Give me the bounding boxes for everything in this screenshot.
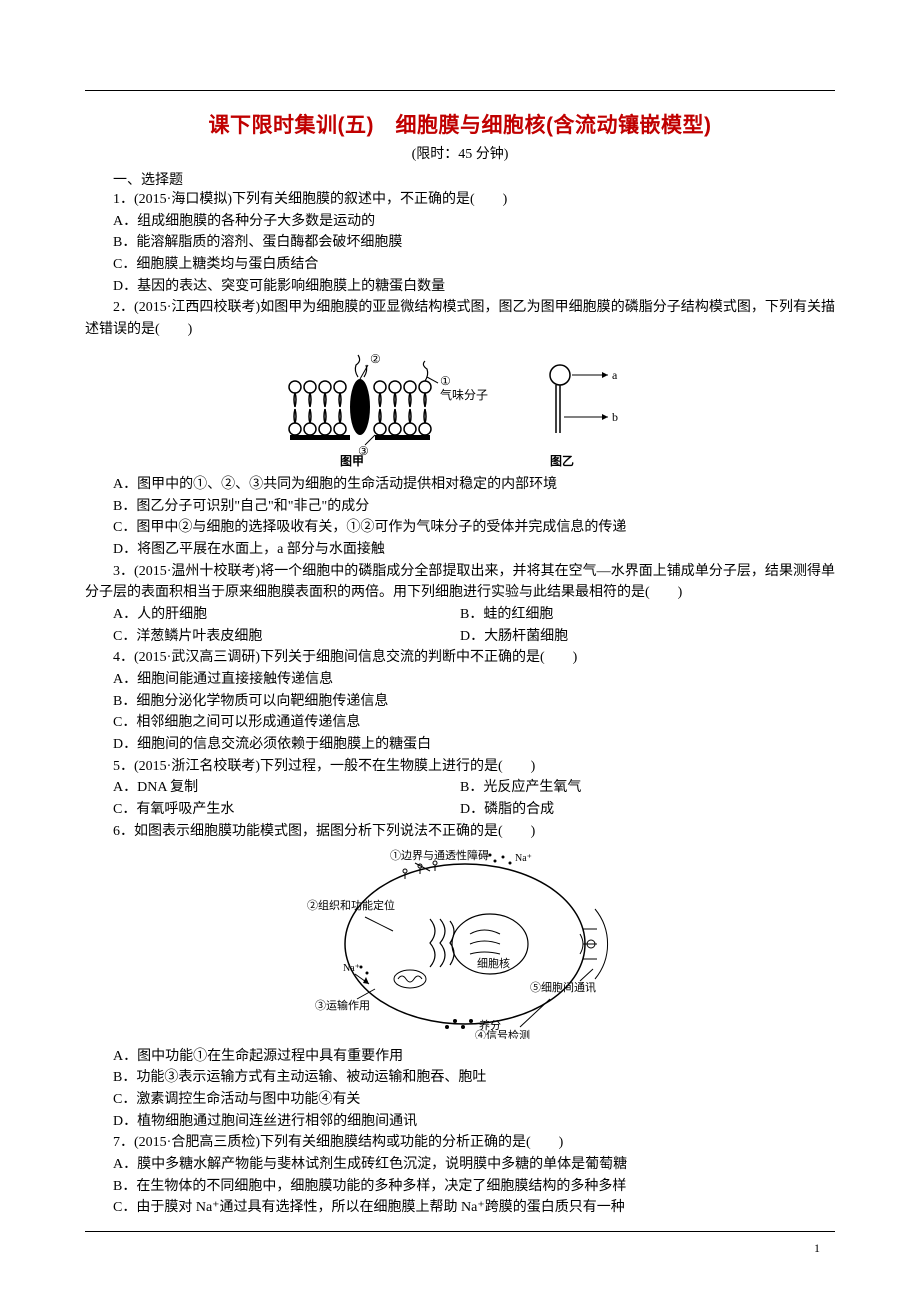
- q3-opt-d: D．大肠杆菌细胞: [460, 626, 835, 648]
- q2-opt-c: C．图甲中②与细胞的选择吸收有关，①②可作为气味分子的受体并完成信息的传递: [85, 517, 835, 539]
- q1-stem: 1．(2015·海口模拟)下列有关细胞膜的叙述中，不正确的是( ): [85, 189, 835, 211]
- fig1-label-b: b: [612, 410, 618, 424]
- q6-opt-b: B．功能③表示运输方式有主动运输、被动运输和胞吞、胞吐: [85, 1067, 835, 1089]
- q2-opt-a: A．图甲中的①、②、③共同为细胞的生命活动提供相对稳定的内部环境: [85, 474, 835, 496]
- fig2-na-left: Na⁺: [343, 963, 360, 974]
- q4-opt-b: B．细胞分泌化学物质可以向靶细胞传递信息: [85, 691, 835, 713]
- section-heading: 一、选择题: [85, 169, 835, 189]
- fig2-label-1: ①边界与通透性障碍: [390, 849, 489, 862]
- fig1-cap1: 图甲: [340, 454, 364, 467]
- q5-opt-a: A．DNA 复制: [85, 777, 460, 799]
- q3-opts-row2: C．洋葱鳞片叶表皮细胞 D．大肠杆菌细胞: [85, 626, 835, 648]
- fig2-label-5: ⑤细胞间通讯: [530, 981, 596, 994]
- q3-opt-c: C．洋葱鳞片叶表皮细胞: [85, 626, 460, 648]
- q7-opt-b: B．在生物体的不同细胞中，细胞膜功能的多种多样，决定了细胞膜结构的多种多样: [85, 1176, 835, 1198]
- q3-stem: 3．(2015·温州十校联考)将一个细胞中的磷脂成分全部提取出来，并将其在空气—…: [85, 561, 835, 604]
- q4-opt-c: C．相邻细胞之间可以形成通道传递信息: [85, 712, 835, 734]
- page-number: 1: [814, 1241, 820, 1256]
- time-limit: (限时：45 分钟): [85, 143, 835, 163]
- page-title: 课下限时集训(五) 细胞膜与细胞核(含流动镶嵌模型): [85, 109, 835, 139]
- fig2-label-3: ③运输作用: [315, 998, 370, 1012]
- q2-opt-d: D．将图乙平展在水面上，a 部分与水面接触: [85, 539, 835, 561]
- q5-opt-c: C．有氧呼吸产生水: [85, 799, 460, 821]
- bottom-rule: [85, 1231, 835, 1232]
- q6-stem: 6．如图表示细胞膜功能模式图，据图分析下列说法不正确的是( ): [85, 821, 835, 843]
- fig1-label-a: a: [612, 368, 618, 382]
- fig2-label-4: ④信号检测: [475, 1028, 530, 1039]
- q2-stem: 2．(2015·江西四校联考)如图甲为细胞膜的亚显微结构模式图，图乙为图甲细胞膜…: [85, 297, 835, 340]
- q1-opt-c: C．细胞膜上糖类均与蛋白质结合: [85, 254, 835, 276]
- fig1-label-1: ①: [440, 374, 451, 388]
- q6-opt-a: A．图中功能①在生命起源过程中具有重要作用: [85, 1046, 835, 1068]
- q1-opt-a: A．组成细胞膜的各种分子大多数是运动的: [85, 211, 835, 233]
- q5-opts-row1: A．DNA 复制 B．光反应产生氧气: [85, 777, 835, 799]
- q6-opt-d: D．植物细胞通过胞间连丝进行相邻的细胞间通讯: [85, 1111, 835, 1133]
- q3-opts-row1: A．人的肝细胞 B．蛙的红细胞: [85, 604, 835, 626]
- fig1-label-qiwei: 气味分子: [440, 387, 488, 402]
- top-rule: [85, 90, 835, 91]
- fig1-cap2: 图乙: [550, 454, 574, 467]
- q7-stem: 7．(2015·合肥高三质检)下列有关细胞膜结构或功能的分析正确的是( ): [85, 1132, 835, 1154]
- q1-opt-b: B．能溶解脂质的溶剂、蛋白酶都会破坏细胞膜: [85, 232, 835, 254]
- q5-opts-row2: C．有氧呼吸产生水 D．磷脂的合成: [85, 799, 835, 821]
- fig2-label-2: ②组织和功能定位: [307, 898, 395, 912]
- figure-1: ② ① 气味分子 ③ 图甲 a b 图乙: [85, 347, 835, 472]
- q2-opt-b: B．图乙分子可识别"自己"和"非己"的成分: [85, 496, 835, 518]
- page: 课下限时集训(五) 细胞膜与细胞核(含流动镶嵌模型) (限时：45 分钟) 一、…: [0, 0, 920, 1302]
- fig1-label-2: ②: [370, 352, 381, 366]
- q7-opt-c: C．由于膜对 Na⁺通过具有选择性，所以在细胞膜上帮助 Na⁺跨膜的蛋白质只有一…: [85, 1197, 835, 1219]
- q1-opt-d: D．基因的表达、突变可能影响细胞膜上的糖蛋白数量: [85, 276, 835, 298]
- q3-opt-a: A．人的肝细胞: [85, 604, 460, 626]
- q5-opt-d: D．磷脂的合成: [460, 799, 835, 821]
- fig2-na-top: Na⁺: [515, 853, 532, 864]
- q5-stem: 5．(2015·浙江名校联考)下列过程，一般不在生物膜上进行的是( ): [85, 756, 835, 778]
- q6-opt-c: C．激素调控生命活动与图中功能④有关: [85, 1089, 835, 1111]
- q5-opt-b: B．光反应产生氧气: [460, 777, 835, 799]
- q7-opt-a: A．膜中多糖水解产物能与斐林试剂生成砖红色沉淀，说明膜中多糖的单体是葡萄糖: [85, 1154, 835, 1176]
- q4-stem: 4．(2015·武汉高三调研)下列关于细胞间信息交流的判断中不正确的是( ): [85, 647, 835, 669]
- q3-opt-b: B．蛙的红细胞: [460, 604, 835, 626]
- q4-opt-a: A．细胞间能通过直接接触传递信息: [85, 669, 835, 691]
- fig2-nucleus-label: 细胞核: [477, 956, 510, 970]
- figure-2: 细胞核 Na⁺ Na⁺ 养分: [85, 849, 835, 1044]
- q4-opt-d: D．细胞间的信息交流必须依赖于细胞膜上的糖蛋白: [85, 734, 835, 756]
